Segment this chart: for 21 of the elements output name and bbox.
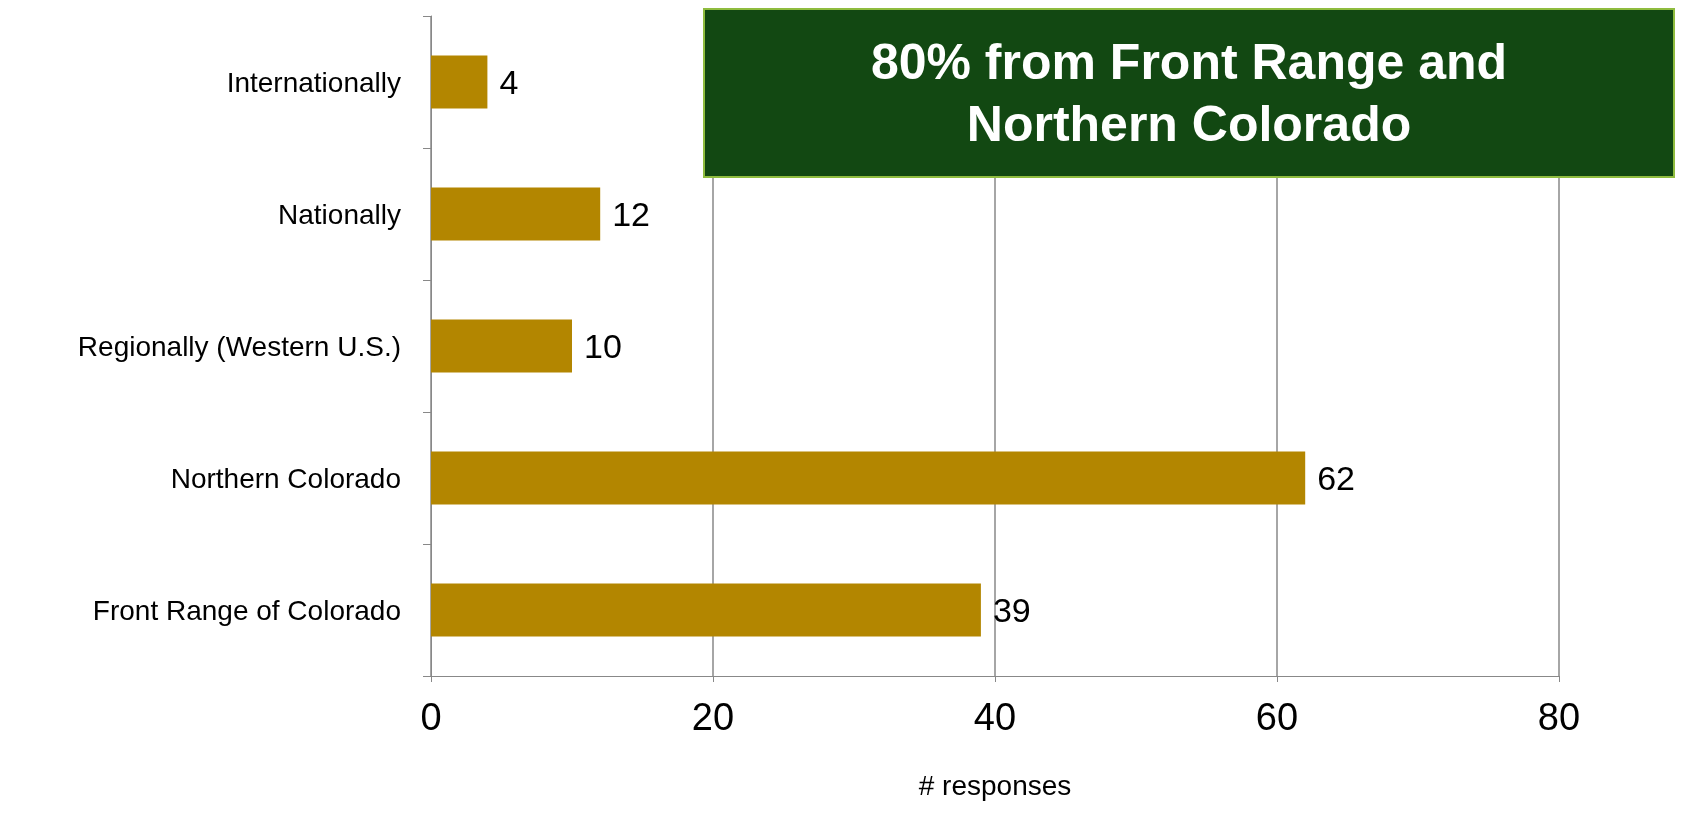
x-tick-label: 80 (1537, 696, 1581, 738)
data-label: 62 (1317, 459, 1356, 497)
y-tick-label: Regionally (Western U.S.) (77, 330, 401, 362)
data-label: 12 (612, 195, 651, 233)
bar (431, 583, 981, 637)
y-tick-label: Front Range of Colorado (92, 594, 401, 626)
bar (431, 319, 572, 373)
y-tick-label: Nationally (278, 198, 401, 230)
x-tick-label: 40 (973, 696, 1017, 738)
bar (431, 187, 601, 241)
y-tick-label: Northern Colorado (170, 462, 401, 494)
x-tick-label: 60 (1255, 696, 1299, 738)
x-axis-title: # responses (918, 769, 1072, 801)
data-label: 10 (584, 327, 622, 365)
x-tick-label: 20 (691, 696, 735, 738)
bar (431, 451, 1306, 505)
bar (431, 55, 488, 109)
data-label: 39 (992, 591, 1031, 629)
x-tick-label: 0 (420, 696, 442, 738)
data-label: 4 (499, 63, 519, 101)
y-tick-label: Internationally (226, 66, 401, 98)
